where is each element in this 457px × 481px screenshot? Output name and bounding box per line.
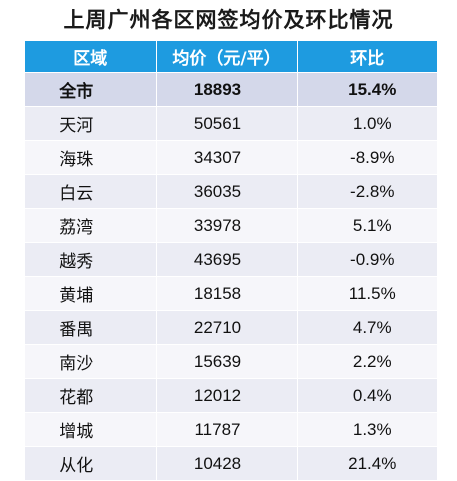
table-row: 白云 36035 -2.8%: [25, 174, 437, 209]
header-price: 均价（元/平）: [156, 41, 298, 73]
change-cell: 5.1%: [297, 208, 437, 243]
table-row: 天河 50561 1.0%: [25, 106, 437, 141]
price-cell: 34307: [156, 140, 298, 175]
district-cell: 海珠: [25, 140, 157, 175]
summary-row: 全市 18893 15.4%: [25, 72, 437, 107]
price-cell: 11787: [156, 412, 298, 447]
header-district: 区域: [25, 41, 157, 73]
price-cell: 36035: [156, 174, 298, 209]
change-cell: 4.7%: [297, 310, 437, 345]
change-cell: 2.2%: [297, 344, 437, 379]
change-cell: -0.9%: [297, 242, 437, 277]
table-row: 南沙 15639 2.2%: [25, 344, 437, 379]
table-row: 从化 10428 21.4%: [25, 446, 437, 481]
change-cell: 1.0%: [297, 106, 437, 141]
district-cell: 荔湾: [25, 208, 157, 243]
table-row: 越秀 43695 -0.9%: [25, 242, 437, 277]
header-row: 区域 均价（元/平） 环比: [25, 41, 437, 73]
price-cell: 33978: [156, 208, 298, 243]
price-table: 区域 均价（元/平） 环比 全市 18893 15.4% 天河 50561 1.0%…: [25, 41, 437, 481]
summary-change: 15.4%: [297, 72, 437, 107]
table-row: 荔湾 33978 5.1%: [25, 208, 437, 243]
table-title: 上周广州各区网签均价及环比情况: [63, 8, 394, 32]
district-cell: 从化: [25, 446, 157, 481]
change-cell: 21.4%: [297, 446, 437, 481]
header-change: 环比: [297, 41, 437, 73]
price-cell: 43695: [156, 242, 298, 277]
table-row: 花都 12012 0.4%: [25, 378, 437, 413]
district-cell: 南沙: [25, 344, 157, 379]
price-cell: 15639: [156, 344, 298, 379]
district-cell: 增城: [25, 412, 157, 447]
change-cell: 1.3%: [297, 412, 437, 447]
district-cell: 越秀: [25, 242, 157, 277]
district-cell: 花都: [25, 378, 157, 413]
district-cell: 番禺: [25, 310, 157, 345]
price-cell: 18158: [156, 276, 298, 311]
summary-price: 18893: [156, 72, 298, 107]
change-cell: 0.4%: [297, 378, 437, 413]
change-cell: -8.9%: [297, 140, 437, 175]
price-cell: 10428: [156, 446, 298, 481]
table-row: 增城 11787 1.3%: [25, 412, 437, 447]
table-row: 黄埔 18158 11.5%: [25, 276, 437, 311]
summary-district: 全市: [25, 72, 157, 107]
table-row: 番禺 22710 4.7%: [25, 310, 437, 345]
district-cell: 天河: [25, 106, 157, 141]
district-cell: 黄埔: [25, 276, 157, 311]
price-cell: 22710: [156, 310, 298, 345]
district-cell: 白云: [25, 174, 157, 209]
table-row: 海珠 34307 -8.9%: [25, 140, 437, 175]
change-cell: -2.8%: [297, 174, 437, 209]
price-cell: 12012: [156, 378, 298, 413]
change-cell: 11.5%: [297, 276, 437, 311]
price-cell: 50561: [156, 106, 298, 141]
